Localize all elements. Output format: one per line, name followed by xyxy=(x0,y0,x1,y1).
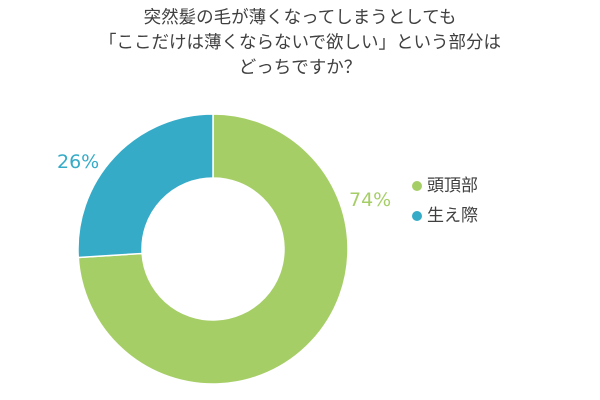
legend: 頭頂部 生え際 xyxy=(412,171,478,231)
legend-item-hairline: 生え際 xyxy=(412,201,478,231)
chart-title: 突然髪の毛が薄くなってしまうとしても 「ここだけは薄くならないで欲しい」という部… xyxy=(0,6,600,81)
legend-label-hairline: 生え際 xyxy=(427,206,478,226)
title-line-2: 「ここだけは薄くならないで欲しい」という部分は xyxy=(99,33,501,53)
legend-label-top: 頭頂部 xyxy=(427,176,478,196)
title-line-1: 突然髪の毛が薄くなってしまうとしても xyxy=(143,8,457,28)
data-label-2: 26% xyxy=(57,151,99,173)
donut-slice-1 xyxy=(77,113,349,385)
donut-slice-2 xyxy=(77,113,214,259)
legend-swatch-blue xyxy=(412,211,422,221)
legend-swatch-green xyxy=(412,181,422,191)
data-label-1: 74% xyxy=(349,189,391,211)
title-line-3: どっちですか？ xyxy=(238,58,362,78)
legend-item-top: 頭頂部 xyxy=(412,171,478,201)
